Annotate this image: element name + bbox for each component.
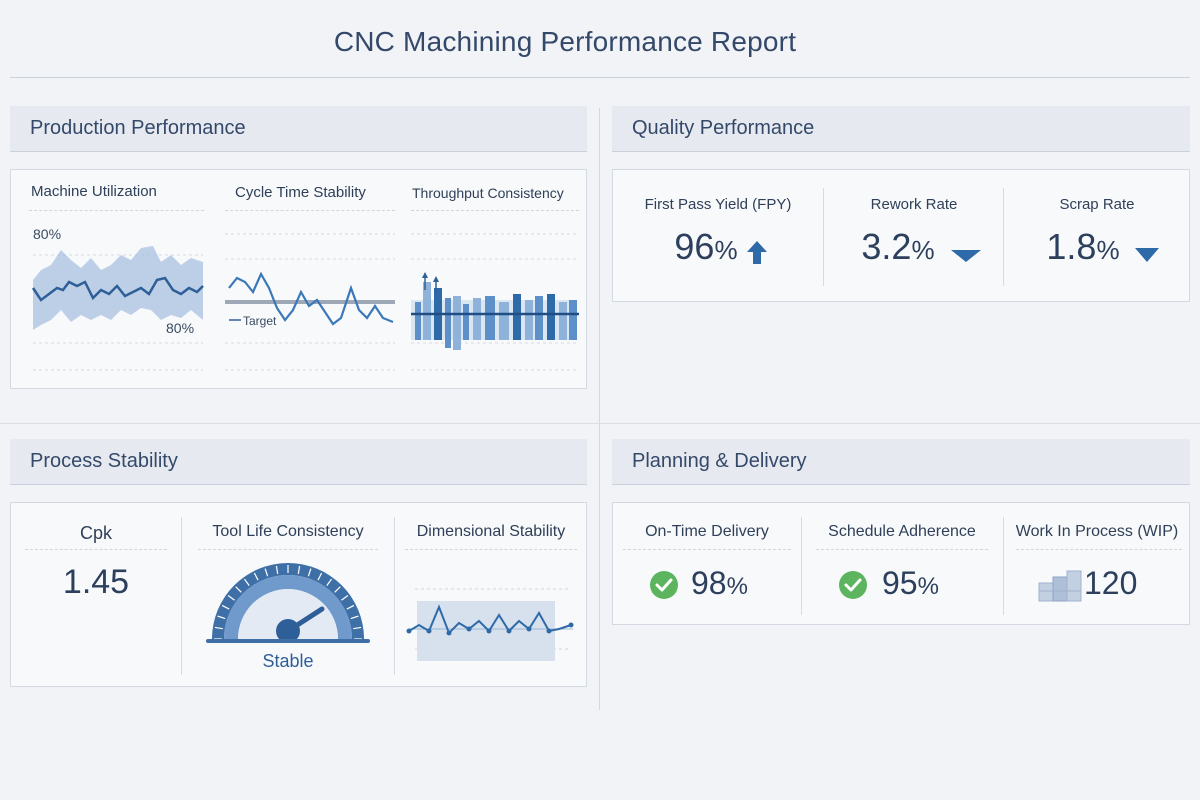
process-stability-panel: Cpk 1.45 Tool Life Consistency Stable Di… bbox=[10, 502, 587, 687]
chart-rule bbox=[225, 210, 395, 211]
scrap-label: Scrap Rate bbox=[1059, 196, 1135, 213]
check-circle-icon bbox=[650, 571, 678, 599]
utilization-line bbox=[31, 276, 204, 302]
trend-up-icon bbox=[747, 241, 767, 264]
production-performance-header: Production Performance bbox=[10, 106, 587, 152]
chart-rule bbox=[25, 549, 167, 550]
gauge-tick bbox=[244, 578, 250, 586]
gauge-tick bbox=[227, 595, 235, 601]
schedule-adherence-card: Schedule Adherence 95% bbox=[802, 503, 1002, 624]
on-time-delivery-card: On-Time Delivery 98% bbox=[613, 503, 801, 624]
quality-performance-panel: First Pass Yield (FPY) 96% Rework Rate 3… bbox=[612, 169, 1190, 302]
quality-performance-header: Quality Performance bbox=[612, 106, 1190, 152]
gauge-tick bbox=[275, 565, 279, 574]
rework-label: Rework Rate bbox=[870, 196, 958, 213]
tool-life-gauge: Stable bbox=[206, 563, 370, 671]
wip-label: Work In Process (WIP) bbox=[1015, 523, 1179, 540]
gauge-tick bbox=[334, 586, 341, 593]
schedule-adherence-value: 95% bbox=[882, 565, 939, 601]
schedule-adherence-label: Schedule Adherence bbox=[828, 523, 976, 540]
fpy-card: First Pass Yield (FPY) 96% bbox=[613, 170, 823, 301]
gauge-tick bbox=[307, 568, 312, 577]
tool-life-label: Tool Life Consistency bbox=[212, 523, 364, 540]
horizontal-divider bbox=[0, 423, 1200, 424]
tool-life-status: Stable bbox=[262, 651, 313, 671]
boxes-icon bbox=[1038, 570, 1082, 602]
gauge-tick bbox=[217, 615, 226, 620]
gauge-tick bbox=[353, 626, 362, 630]
cycle-time-chart: Cycle Time Stability Target bbox=[221, 170, 401, 388]
process-stability-header: Process Stability bbox=[10, 439, 587, 485]
cpk-card: Cpk 1.45 bbox=[11, 503, 181, 686]
on-time-delivery-value: 98% bbox=[691, 565, 748, 601]
column-divider bbox=[823, 188, 824, 286]
chart-rule bbox=[1016, 549, 1182, 550]
fpy-label: First Pass Yield (FPY) bbox=[644, 196, 792, 213]
rework-value: 3.2% bbox=[861, 226, 935, 267]
gauge-tick bbox=[297, 565, 301, 574]
machine-utilization-title: Machine Utilization bbox=[31, 183, 157, 200]
gauge-tick bbox=[326, 578, 332, 586]
column-divider bbox=[1003, 188, 1004, 286]
fpy-value: 96% bbox=[674, 226, 738, 267]
wip-card: Work In Process (WIP) 120 bbox=[1004, 503, 1190, 624]
gauge-tick bbox=[221, 604, 230, 610]
chart-rule bbox=[816, 549, 988, 550]
machine-utilization-svg: 80% 80% bbox=[31, 226, 204, 371]
production-performance-panel: Machine Utilization 80% 80% Cycle Time S… bbox=[10, 169, 587, 389]
title-divider bbox=[10, 77, 1190, 78]
throughput-svg bbox=[411, 233, 579, 371]
chart-rule bbox=[29, 210, 204, 211]
cycle-time-title: Cycle Time Stability bbox=[235, 184, 366, 201]
throughput-chart: Throughput Consistency bbox=[407, 170, 587, 388]
chart-rule bbox=[198, 549, 378, 550]
planning-delivery-header: Planning & Delivery bbox=[612, 439, 1190, 485]
rework-card: Rework Rate 3.2% bbox=[824, 170, 1004, 301]
gauge-tick bbox=[341, 595, 349, 601]
trend-down-icon bbox=[1135, 248, 1159, 262]
chart-rule bbox=[405, 549, 577, 550]
machine-utilization-chart: Machine Utilization 80% 80% bbox=[11, 170, 211, 388]
column-divider bbox=[394, 517, 395, 675]
on-time-delivery-label: On-Time Delivery bbox=[645, 523, 769, 540]
dimensional-stability-card: Dimensional Stability bbox=[395, 503, 587, 686]
wip-value: 120 bbox=[1084, 565, 1138, 601]
cycle-time-target-label: Target bbox=[243, 314, 277, 328]
trend-down-icon bbox=[951, 250, 981, 262]
chart-rule bbox=[623, 549, 791, 550]
tool-life-card: Tool Life Consistency Stable bbox=[182, 503, 394, 686]
gauge-tick bbox=[350, 615, 359, 620]
dimensional-stability-svg bbox=[406, 588, 574, 661]
gauge-tick bbox=[214, 626, 223, 630]
column-divider bbox=[1003, 517, 1004, 615]
gauge-tick bbox=[235, 586, 242, 593]
cycle-time-svg: Target bbox=[225, 233, 395, 371]
gauge-tick bbox=[253, 572, 259, 581]
planning-delivery-panel: On-Time Delivery 98% Schedule Adherence … bbox=[612, 502, 1190, 625]
report-title: CNC Machining Performance Report bbox=[333, 26, 797, 57]
cycle-time-line bbox=[228, 271, 394, 326]
column-divider bbox=[801, 517, 802, 615]
dimensional-stability-label: Dimensional Stability bbox=[416, 523, 566, 540]
gauge-tick bbox=[317, 572, 323, 581]
utilization-top-label: 80% bbox=[33, 226, 61, 242]
vertical-divider bbox=[599, 108, 600, 710]
cpk-label: Cpk bbox=[79, 523, 112, 543]
chart-rule bbox=[411, 210, 579, 211]
throughput-title: Throughput Consistency bbox=[412, 185, 564, 201]
check-circle-icon bbox=[839, 571, 867, 599]
gauge-tick bbox=[346, 604, 355, 610]
column-divider bbox=[181, 517, 182, 675]
utilization-bottom-label: 80% bbox=[166, 320, 194, 336]
gauge-tick bbox=[264, 568, 269, 577]
cpk-value: 1.45 bbox=[62, 563, 130, 601]
scrap-card: Scrap Rate 1.8% bbox=[1004, 170, 1190, 301]
scrap-value: 1.8% bbox=[1046, 226, 1120, 267]
